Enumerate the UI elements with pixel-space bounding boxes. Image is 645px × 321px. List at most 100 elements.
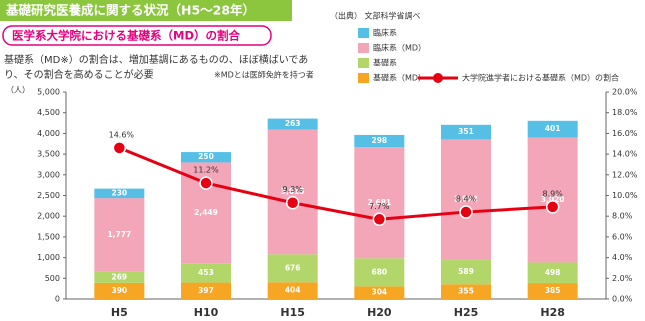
data-label: 263 [285, 119, 301, 128]
bar-segment [181, 282, 231, 299]
y-tick-label: 1,500 [37, 232, 60, 241]
bar-segment [441, 284, 491, 299]
subtitle: 医学系大学院における基礎系（MD）の割合 [12, 29, 240, 43]
data-label: 230 [112, 188, 128, 197]
line-point [112, 141, 127, 155]
legend-label: 臨床系（MD） [373, 43, 426, 53]
y-axis-label: （人） [6, 86, 30, 95]
data-label: 498 [545, 268, 561, 277]
data-label: 351 [458, 127, 474, 136]
y-tick-label: 4,500 [37, 108, 60, 117]
y2-tick-label: 8.0% [612, 212, 633, 221]
source: （出典） 文部科学省調べ [330, 11, 421, 21]
data-label: 589 [458, 267, 474, 276]
x-tick-label: H10 [194, 306, 219, 319]
y2-tick-label: 18.0% [612, 108, 638, 117]
bar-segment [267, 118, 318, 130]
legend-label: 基礎系 [373, 58, 397, 68]
bar-segment [354, 286, 405, 299]
y2-tick-label: 12.0% [612, 170, 638, 179]
line-point [459, 205, 473, 219]
title-banner [0, 0, 292, 21]
note: ※MDとは医師免許を持つ者 [214, 70, 314, 80]
line-label: 11.2% [193, 166, 219, 175]
y2-tick-label: 10.0% [612, 191, 638, 200]
line-point [199, 176, 213, 190]
bar-segment [441, 139, 491, 260]
data-label: 3,015 [281, 187, 305, 196]
bar-segment [354, 258, 405, 287]
subtitle-box [2, 25, 272, 46]
line-label: 8.9% [543, 189, 564, 198]
bar-segment [267, 129, 318, 255]
legend-swatch [358, 73, 369, 83]
bar-segment [94, 188, 145, 199]
bar-segment [527, 137, 578, 263]
data-label: 250 [198, 152, 214, 161]
data-label: 2,449 [194, 208, 218, 217]
y-tick-label: 5,000 [37, 88, 60, 97]
description: 基礎系（MD※）の割合は、増加基調にあるものの、ほぼ横ばいであ [4, 53, 308, 66]
x-tick-label: H28 [540, 306, 565, 319]
bar-segment [527, 283, 578, 299]
legend-label: 臨床系 [373, 28, 397, 38]
line-label: 8.4% [456, 195, 477, 204]
y-tick-label: 2,000 [37, 212, 60, 221]
line-point [372, 212, 387, 227]
bar-segment [527, 262, 578, 284]
x-tick-label: H15 [280, 306, 305, 319]
line-label: 14.6% [109, 130, 135, 139]
y-tick-label: 4,000 [37, 129, 60, 138]
line [118, 146, 553, 221]
y2-tick-label: 6.0% [612, 232, 633, 241]
data-label: 401 [545, 124, 561, 133]
legend-swatch [358, 58, 369, 68]
y2-tick-label: 2.0% [612, 274, 633, 283]
data-label: 1,777 [107, 230, 131, 239]
line-label: 9.3% [283, 185, 304, 194]
line-point [285, 195, 300, 210]
y-tick-label: 3,500 [37, 150, 60, 159]
bar-segment [267, 254, 318, 283]
data-label: 298 [372, 136, 388, 145]
legend-swatch [358, 43, 369, 53]
data-label: 385 [545, 286, 561, 295]
data-label: 304 [372, 288, 388, 297]
y2-tick-label: 16.0% [612, 129, 638, 138]
bar-segment [354, 147, 405, 259]
data-label: 2,912 [454, 195, 478, 204]
y-tick-label: 500 [45, 274, 60, 283]
legend-swatch [358, 28, 369, 38]
y2-tick-label: 20.0% [612, 88, 638, 97]
bar-segment [267, 282, 318, 299]
bar-segment [441, 259, 491, 285]
bar-segment [181, 263, 231, 283]
data-label: 453 [198, 268, 214, 277]
bar-segment [181, 152, 231, 163]
data-label: 404 [285, 286, 301, 295]
line-label: 7.7% [369, 202, 390, 211]
legend-label: 基礎系（MD） [373, 73, 426, 83]
data-label: 269 [112, 272, 128, 281]
x-tick-label: H5 [111, 306, 128, 319]
data-label: 355 [458, 287, 474, 296]
bar-segment [354, 134, 405, 148]
data-label: 390 [112, 286, 128, 295]
y-tick-label: 0 [55, 295, 60, 304]
data-label: 3,020 [541, 195, 565, 204]
y-tick-label: 1,000 [37, 253, 60, 262]
legend-label: 大学院進学者における基礎系（MD）の割合 [462, 73, 619, 83]
data-label: 676 [285, 263, 301, 272]
data-label: 2,681 [367, 198, 391, 207]
description: り、その割合を高めることが必要 [4, 68, 154, 81]
y2-tick-label: 14.0% [612, 150, 638, 159]
bar-segment [94, 198, 145, 272]
legend-point [433, 73, 443, 83]
y-tick-label: 2,500 [37, 191, 60, 200]
bar-segment [94, 271, 145, 283]
line-point [545, 200, 560, 214]
x-tick-label: H25 [454, 306, 479, 319]
y2-tick-label: 0.0% [612, 295, 633, 304]
data-label: 397 [198, 286, 214, 295]
